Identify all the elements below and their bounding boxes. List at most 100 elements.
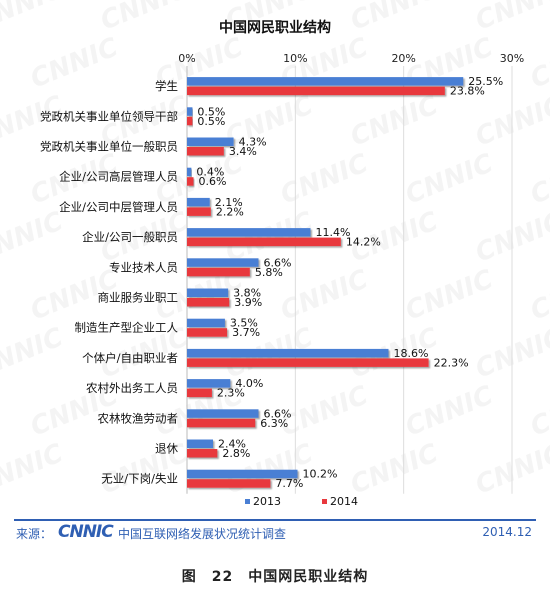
category-label: 学生 xyxy=(155,79,178,93)
legend-label-2014: 2014 xyxy=(330,495,358,508)
x-tick-label: 10% xyxy=(283,52,307,65)
value-label-2013: 6.6% xyxy=(264,256,292,269)
bar-2013 xyxy=(187,167,192,177)
category-label: 退休 xyxy=(155,442,178,456)
value-label-2014: 2.3% xyxy=(217,387,245,400)
value-label-2014: 2.8% xyxy=(222,447,250,460)
watermark-text: CNNIC xyxy=(471,322,550,384)
bar-2014 xyxy=(187,449,218,458)
value-labels: 25.5%23.8%0.5%0.5%4.3%3.4%0.4%0.6%2.1%2.… xyxy=(196,75,503,490)
bar-2013 xyxy=(187,197,210,207)
watermark-text: CNNIC xyxy=(471,90,550,152)
watermark-text: CNNIC xyxy=(346,438,442,500)
watermark-text: CNNIC xyxy=(276,264,372,326)
watermark-text: CNNIC xyxy=(276,148,372,210)
category-label: 专业技术人员 xyxy=(109,260,178,274)
value-label-2014: 7.7% xyxy=(275,477,303,490)
footer-survey-name: 中国互联网络发展状况统计调查 xyxy=(118,527,287,541)
value-label-2014: 3.7% xyxy=(232,326,260,339)
watermark-text: CNNIC xyxy=(346,90,442,152)
value-label-2014: 2.2% xyxy=(216,205,244,218)
category-label: 企业/公司高层管理人员 xyxy=(59,170,178,184)
value-label-2013: 11.4% xyxy=(316,226,351,239)
value-label-2013: 4.3% xyxy=(239,136,267,149)
category-label: 制造生产型企业工人 xyxy=(75,321,179,335)
legend-label-2013: 2013 xyxy=(253,495,281,508)
bar-2013 xyxy=(187,107,193,116)
value-label-2014: 5.8% xyxy=(255,266,283,279)
category-label: 个体户/自由职业者 xyxy=(82,351,178,365)
bar-2013 xyxy=(187,379,231,388)
watermark-text: CNNIC xyxy=(401,380,497,442)
bar-2013 xyxy=(187,348,389,358)
bar-2013 xyxy=(187,469,298,479)
legend-swatch-2014 xyxy=(322,499,327,504)
bar-2013 xyxy=(187,409,259,418)
footer-divider xyxy=(14,519,536,521)
watermark-text: CNNIC xyxy=(401,264,497,326)
value-label-2013: 10.2% xyxy=(303,468,338,481)
value-label-2014: 22.3% xyxy=(434,356,469,369)
value-label-2013: 0.4% xyxy=(196,166,224,179)
footer-date: 2014.12 xyxy=(482,525,532,539)
bar-2014 xyxy=(187,237,341,247)
watermark-text: CNNIC xyxy=(471,438,550,500)
category-label: 企业/公司中层管理人员 xyxy=(59,200,178,214)
bars xyxy=(187,77,464,488)
value-label-2013: 6.6% xyxy=(264,407,292,420)
value-label-2013: 2.4% xyxy=(218,438,246,451)
value-label-2013: 18.6% xyxy=(394,347,429,360)
value-label-2014: 14.2% xyxy=(346,236,381,249)
bar-2014 xyxy=(187,86,445,96)
value-label-2014: 0.5% xyxy=(197,115,225,128)
bar-2014 xyxy=(187,388,212,398)
bar-2014 xyxy=(187,147,224,156)
watermark-text: CNNIC xyxy=(0,438,67,500)
watermark-text: CNNIC xyxy=(471,206,550,268)
value-label-2013: 25.5% xyxy=(468,75,503,88)
footer-source-label: 来源： xyxy=(16,527,53,541)
x-tick-label: 30% xyxy=(500,52,524,65)
bar-2013 xyxy=(187,318,225,328)
legend-swatch-2013 xyxy=(245,499,250,504)
watermark-text: CNNIC xyxy=(526,380,550,442)
watermark-text: CNNIC xyxy=(526,148,550,210)
value-label-2014: 6.3% xyxy=(260,417,288,430)
value-label-2013: 0.5% xyxy=(197,105,225,118)
bar-2014 xyxy=(187,479,271,488)
x-tick-label: 0% xyxy=(178,52,195,65)
bar-2013 xyxy=(187,137,234,146)
watermark-text: CNNIC xyxy=(346,0,442,36)
category-label: 商业服务业职工 xyxy=(98,291,179,305)
bar-2014 xyxy=(187,267,250,277)
watermark-text: CNNIC xyxy=(96,0,192,36)
category-label: 无业/下岗/失业 xyxy=(101,472,178,486)
bar-2013 xyxy=(187,77,464,86)
category-label: 农林牧渔劳动者 xyxy=(98,411,179,425)
bar-2014 xyxy=(187,418,256,428)
x-tick-label: 20% xyxy=(391,52,415,65)
bar-2014 xyxy=(187,207,211,216)
bar-2014 xyxy=(187,177,194,186)
figure-caption: 图 22 中国网民职业结构 xyxy=(181,569,369,585)
watermark-text: CNNIC xyxy=(0,322,67,384)
chart-frame: CNNIC CNNIC CNNIC CNNIC CNNIC CNNIC CNNIC CNNIC… xyxy=(0,0,550,542)
value-label-2013: 2.1% xyxy=(215,196,243,209)
value-label-2014: 0.6% xyxy=(199,175,227,188)
category-label: 企业/公司一般职员 xyxy=(82,230,178,244)
value-label-2013: 3.5% xyxy=(230,317,258,330)
value-label-2013: 3.8% xyxy=(233,287,261,300)
category-label: 农村外出务工人员 xyxy=(86,381,178,395)
cnnic-logo: CNNIC xyxy=(58,522,114,542)
watermark-text: CNNIC xyxy=(526,264,550,326)
category-labels: 学生党政机关事业单位领导干部党政机关事业单位一般职员企业/公司高层管理人员企业/… xyxy=(40,79,178,486)
watermark-text: CNNIC xyxy=(0,206,67,268)
x-axis-ticks: 0% 10% 20% 30% xyxy=(178,52,524,65)
watermark-text: CNNIC xyxy=(26,32,122,94)
watermark-text: CNNIC xyxy=(471,0,550,36)
value-label-2014: 23.8% xyxy=(450,85,485,98)
value-label-2014: 3.4% xyxy=(229,145,257,158)
watermark-text: CNNIC xyxy=(221,90,317,152)
chart-title: 中国网民职业结构 xyxy=(219,19,331,36)
